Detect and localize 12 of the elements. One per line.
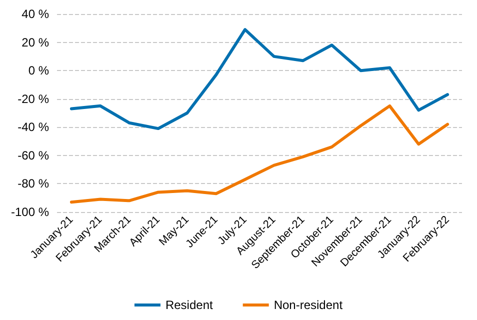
y-tick-label: -20 % (18, 92, 50, 106)
legend-label: Resident (165, 298, 214, 312)
y-tick-label: -80 % (18, 176, 50, 191)
y-tick-label: 40 % (22, 7, 50, 21)
y-tick-label: -40 % (18, 120, 50, 134)
y-tick-label: 0 % (28, 64, 50, 78)
legend-label: Non-resident (274, 298, 344, 312)
line-series (70, 28, 450, 130)
y-tick-label: 20 % (22, 35, 50, 50)
y-tick-label: -60 % (18, 148, 50, 162)
y-tick-label: -100 % (10, 205, 50, 219)
line-series (70, 104, 450, 204)
